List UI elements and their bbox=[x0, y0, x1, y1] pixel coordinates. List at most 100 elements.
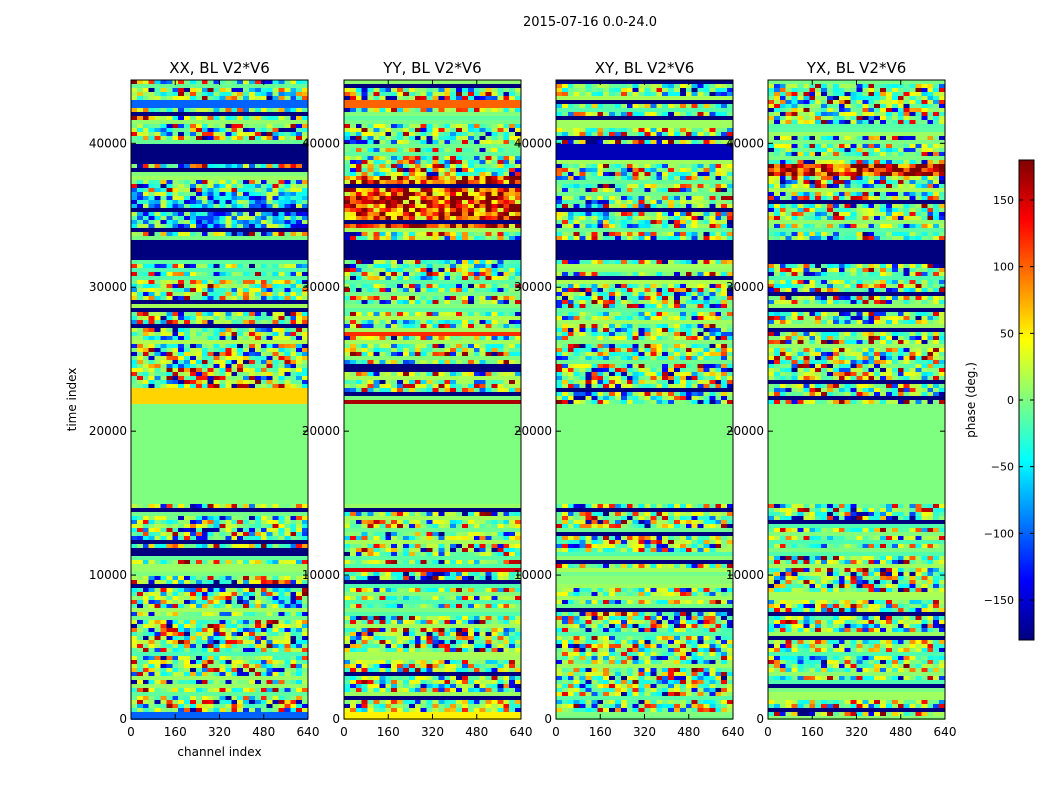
heatmap-cell bbox=[503, 208, 510, 212]
heatmap-cell bbox=[219, 620, 226, 624]
heatmap-cell bbox=[385, 320, 392, 324]
heatmap-cell bbox=[160, 288, 167, 292]
heatmap-cell bbox=[213, 600, 220, 604]
heatmap-cell bbox=[237, 164, 244, 168]
heatmap-cell bbox=[284, 272, 291, 276]
heatmap-cell bbox=[397, 128, 403, 132]
heatmap-cell bbox=[373, 536, 380, 540]
heatmap-cell bbox=[195, 88, 202, 92]
heatmap-cell bbox=[497, 264, 504, 268]
heatmap-cell bbox=[201, 588, 208, 592]
heatmap-cell bbox=[195, 528, 202, 532]
heatmap-cell bbox=[278, 380, 285, 384]
heatmap-cell bbox=[391, 156, 398, 160]
heatmap-cell bbox=[225, 600, 232, 604]
heatmap-cell bbox=[266, 576, 273, 580]
heatmap-cell bbox=[178, 96, 185, 100]
heatmap-cell bbox=[254, 560, 261, 564]
heatmap-cell bbox=[355, 336, 362, 340]
heatmap-cell bbox=[361, 204, 368, 208]
heatmap-cell bbox=[207, 312, 214, 316]
heatmap-cell bbox=[420, 676, 427, 680]
heatmap-cell bbox=[391, 668, 398, 672]
heatmap-cell bbox=[278, 96, 285, 100]
heatmap-cell bbox=[184, 280, 190, 284]
heatmap-cell bbox=[243, 348, 249, 352]
heatmap-cell bbox=[213, 372, 220, 376]
heatmap-cell bbox=[131, 648, 137, 652]
heatmap-cell bbox=[462, 576, 468, 580]
heatmap-cell bbox=[260, 224, 267, 228]
heatmap-cell bbox=[225, 88, 232, 92]
heatmap-cell bbox=[290, 136, 297, 140]
heatmap-cell bbox=[154, 284, 161, 288]
heatmap-row bbox=[344, 280, 521, 284]
heatmap-cell bbox=[403, 360, 409, 364]
heatmap-cell bbox=[509, 108, 516, 112]
heatmap-cell bbox=[278, 664, 285, 668]
heatmap-cell bbox=[456, 548, 462, 552]
heatmap-cell bbox=[426, 200, 433, 204]
heatmap-cell bbox=[184, 672, 190, 676]
heatmap-cell bbox=[166, 364, 173, 368]
heatmap-cell bbox=[473, 628, 480, 632]
heatmap-cell bbox=[462, 284, 468, 288]
heatmap-cell bbox=[237, 656, 244, 660]
heatmap-cell bbox=[172, 516, 179, 520]
heatmap-cell bbox=[166, 536, 173, 540]
heatmap-cell bbox=[260, 188, 267, 192]
heatmap-row bbox=[131, 556, 308, 560]
heatmap-cell bbox=[432, 660, 439, 664]
heatmap-cell bbox=[302, 92, 308, 96]
heatmap-cell bbox=[414, 96, 421, 100]
heatmap-cell bbox=[420, 188, 427, 192]
heatmap-cell bbox=[243, 532, 249, 536]
heatmap-cell bbox=[184, 624, 190, 628]
heatmap-cell bbox=[391, 648, 398, 652]
heatmap-cell bbox=[509, 148, 516, 152]
heatmap-cell bbox=[485, 548, 492, 552]
heatmap-cell bbox=[349, 208, 356, 212]
heatmap-cell bbox=[491, 176, 498, 180]
heatmap-cell bbox=[148, 288, 155, 292]
heatmap-cell bbox=[479, 232, 486, 236]
heatmap-cell bbox=[166, 316, 173, 320]
heatmap-cell bbox=[290, 368, 297, 372]
heatmap-cell bbox=[225, 372, 232, 376]
heatmap-cell bbox=[160, 592, 167, 596]
heatmap-cell bbox=[379, 520, 386, 524]
heatmap-cell bbox=[207, 328, 214, 332]
heatmap-cell bbox=[213, 280, 220, 284]
heatmap-cell bbox=[184, 316, 190, 320]
heatmap-cell bbox=[219, 660, 226, 664]
heatmap-cell bbox=[438, 148, 445, 152]
y-tick-label: 0 bbox=[119, 712, 127, 726]
heatmap-cell bbox=[166, 620, 173, 624]
heatmap-cell bbox=[219, 200, 226, 204]
heatmap-cell bbox=[456, 216, 462, 220]
heatmap-cell bbox=[201, 596, 208, 600]
heatmap-cell bbox=[367, 92, 374, 96]
heatmap-cell bbox=[278, 348, 285, 352]
heatmap-cell bbox=[225, 664, 232, 668]
heatmap-cell bbox=[385, 224, 392, 228]
heatmap-cell bbox=[243, 560, 249, 564]
heatmap-cell bbox=[379, 588, 386, 592]
heatmap-cell bbox=[278, 192, 285, 196]
heatmap-cell bbox=[219, 664, 226, 668]
heatmap-cell bbox=[344, 268, 350, 272]
heatmap-cell bbox=[444, 320, 451, 324]
heatmap-cell bbox=[260, 672, 267, 676]
heatmap-cell bbox=[456, 660, 462, 664]
heatmap-cell bbox=[509, 372, 516, 376]
heatmap-cell bbox=[450, 668, 457, 672]
heatmap-cell bbox=[131, 332, 137, 336]
heatmap-cell bbox=[225, 128, 232, 132]
heatmap-cell bbox=[444, 336, 451, 340]
heatmap-cell bbox=[397, 276, 403, 280]
heatmap-cell bbox=[491, 200, 498, 204]
heatmap-cell bbox=[479, 160, 486, 164]
heatmap-cell bbox=[131, 632, 137, 636]
heatmap-cell bbox=[148, 328, 155, 332]
